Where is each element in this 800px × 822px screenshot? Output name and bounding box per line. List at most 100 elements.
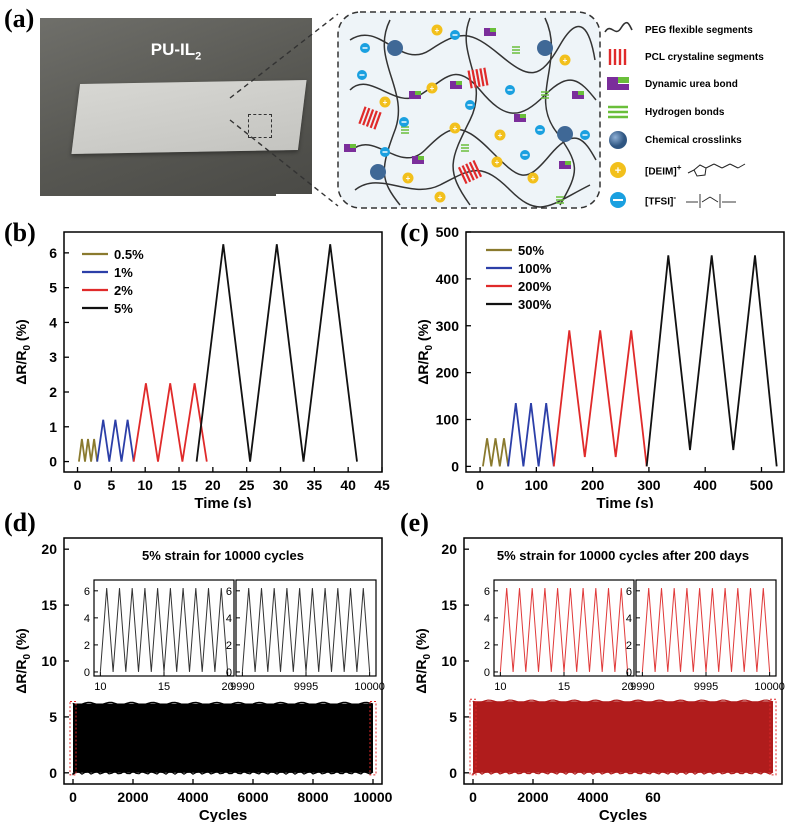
crosslink-sphere [557,126,573,142]
svg-text:+: + [435,26,440,35]
inset-x-tick-label: 9995 [694,681,718,693]
inset-y-tick-label: 4 [626,613,632,625]
inset-y-tick-label: 2 [226,640,232,652]
x-tick-label: 40 [340,477,356,493]
legend-cation: + [DEIM]+ [603,160,748,180]
peg-chain [383,19,401,206]
zoom-marker [769,698,777,776]
x-tick-label: 4000 [577,789,608,805]
svg-text:+: + [453,124,458,133]
inset-x-tick-label: 10 [94,681,106,693]
cation-ion: + [449,122,461,134]
x-tick-label: 0 [74,477,82,493]
inset-y-tick-label: 0 [626,667,632,679]
red-bars-icon [608,49,627,65]
inset-x-tick-label: 20 [222,681,234,693]
inset-x-tick-label: 9990 [230,681,254,693]
inset-y-tick-label: 4 [484,613,490,625]
plot-frame [465,231,785,473]
inset-x-tick-label: 15 [158,681,170,693]
legend-label: 2% [114,283,133,298]
y-tick-label: 1 [49,419,57,435]
legend-label: 0.5% [114,247,144,262]
x-tick-label: 10 [137,477,153,493]
blue-anion-icon [610,192,626,208]
tfsi-structure-icon [686,194,737,208]
photo-label: PU-IL2 [150,40,202,63]
zoom-line-bottom [229,119,339,207]
y-tick-label: 100 [436,412,460,428]
x-tick-label: 2000 [117,789,148,805]
cation-ion: + [402,172,414,184]
panel-letter-d: (d) [4,508,36,537]
y-tick-label: 400 [436,271,460,287]
inset-y-tick-label: 6 [626,586,632,598]
anion-ion [505,85,515,95]
inset-x-tick-label: 9995 [294,681,318,693]
anion-ion [465,100,475,110]
urea-bond [514,114,526,122]
x-tick-label: 25 [239,477,255,493]
inset-y-tick-label: 4 [84,613,90,625]
inset-y-tick-label: 6 [84,586,90,598]
pcl-crystal [467,67,489,89]
series-line-50% [482,438,510,467]
legend-hbond: Hydrogen bonds [603,102,724,122]
x-tick-label: 20 [205,477,221,493]
legend-label: 50% [518,243,544,258]
legend-label: 5% [114,301,133,316]
inset-y-tick-label: 0 [484,667,490,679]
inset-series-line [499,588,629,672]
anion-ion [535,125,545,135]
x-tick-label: 8000 [297,789,328,805]
inset-series-line [241,588,371,672]
x-tick-label: 500 [750,477,774,493]
chart-title: 5% strain for 10000 cycles after 200 day… [497,548,749,563]
y-tick-label: 15 [441,597,457,613]
x-axis-label: Cycles [199,807,247,822]
y-tick-label: 15 [41,597,57,613]
y-tick-label: 500 [436,224,460,240]
series-line-2% [132,383,208,462]
cation-ion: + [434,191,446,203]
series-line-200% [552,330,648,467]
svg-text:+: + [495,158,500,167]
inset-x-tick-label: 15 [558,681,570,693]
crosslink-sphere [387,40,403,56]
y-tick-label: 6 [49,245,57,261]
series-line-100% [507,402,555,467]
urea-bond [412,156,424,164]
cation-ion: + [527,172,539,184]
x-tick-label: 5 [107,477,115,493]
x-tick-label: 30 [273,477,289,493]
crosslink-sphere [370,164,386,180]
y-tick-label: 10 [441,653,457,669]
hydrogen-bond [541,91,549,99]
legend-crosslink: Chemical crosslinks [603,130,742,150]
inset-y-tick-label: 2 [626,640,632,652]
cycling-band [473,701,773,773]
y-tick-label: 5 [49,709,57,725]
y-tick-label: 4 [49,314,57,330]
hydrogen-bond [556,196,564,204]
hydrogen-bond [401,126,409,134]
x-tick-label: 2000 [517,789,548,805]
inset-y-tick-label: 4 [226,613,232,625]
panel-letter-c: (c) [400,218,429,247]
anion-ion [450,30,460,40]
y-tick-label: 10 [41,653,57,669]
y-tick-label: 20 [441,541,457,557]
x-tick-label: 300 [637,477,661,493]
peg-chain [349,73,597,114]
urea-bond [484,28,496,36]
inset-series-line [641,588,771,672]
blue-sphere-icon [609,131,627,149]
x-tick-label: 4000 [177,789,208,805]
series-line-300% [645,255,778,467]
x-tick-label: 45 [374,477,390,493]
anion-ion [360,43,370,53]
yellow-cation-icon: + [610,162,626,178]
y-tick-label: 0 [451,458,459,474]
x-tick-label: 35 [307,477,323,493]
